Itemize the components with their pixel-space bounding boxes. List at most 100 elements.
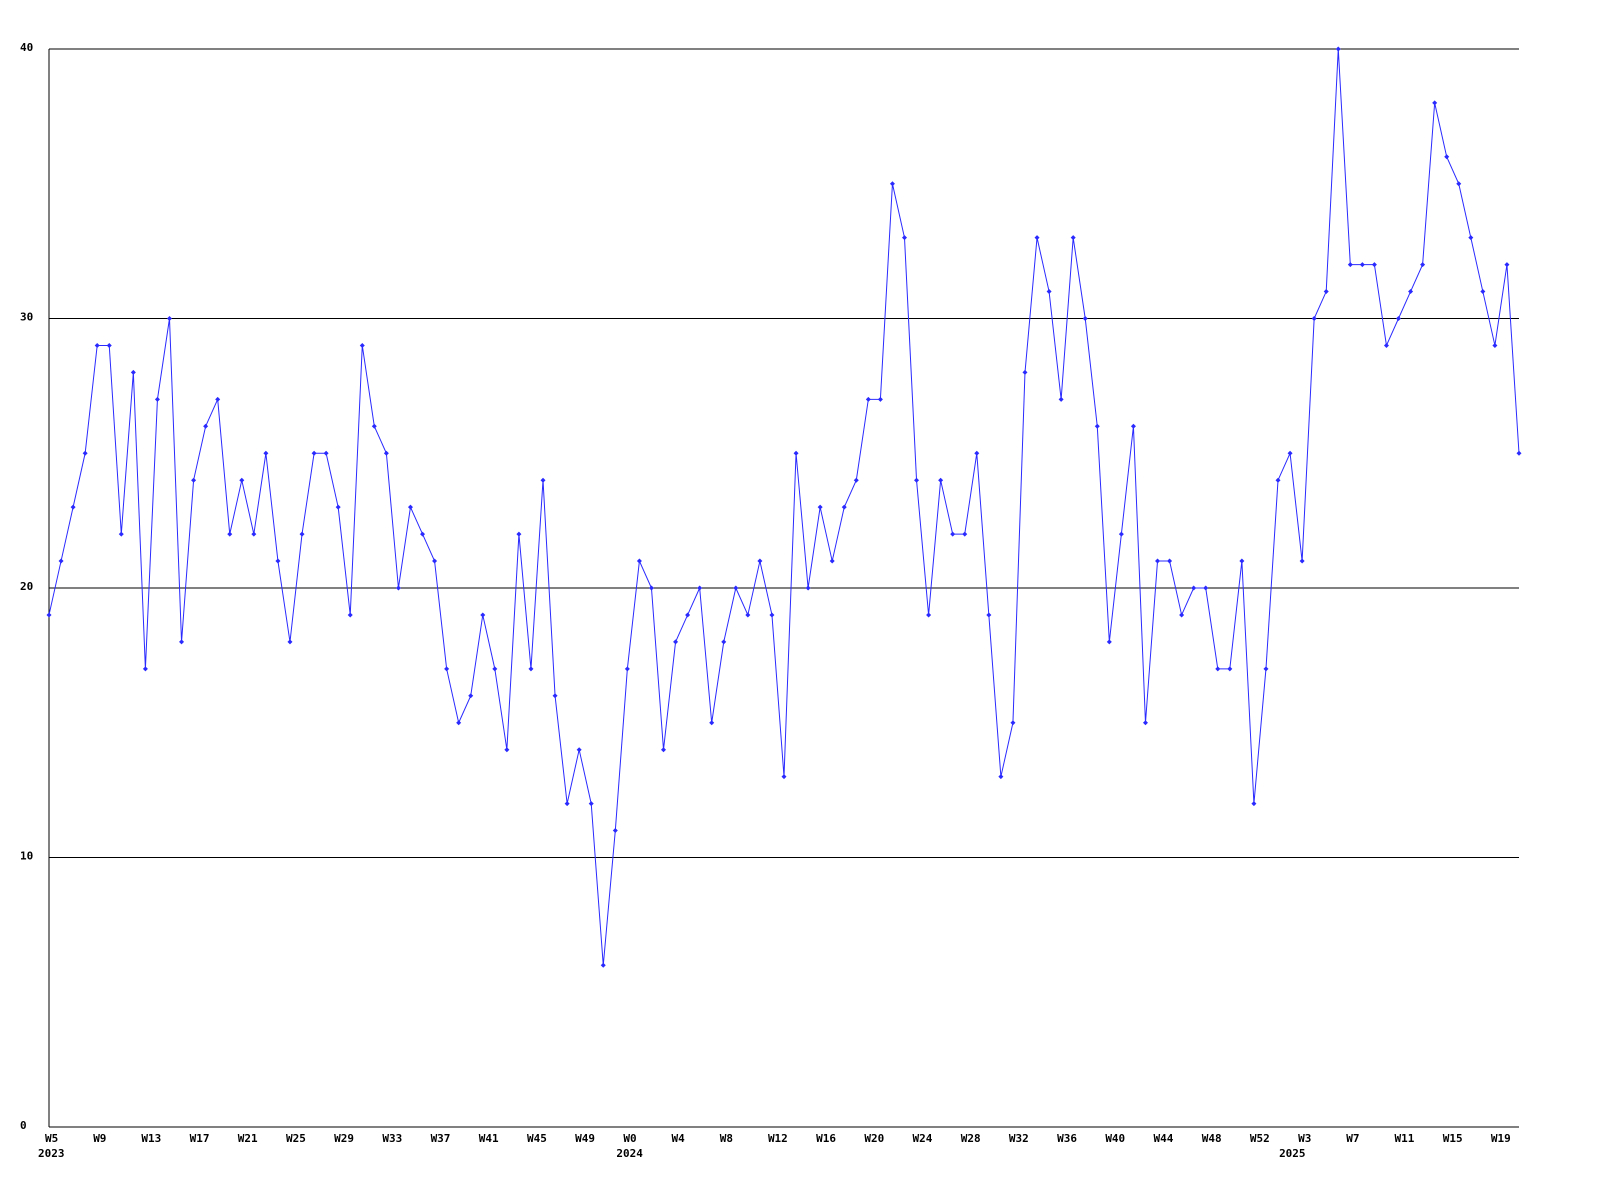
point-marker — [1191, 585, 1197, 591]
x-tick-label: W28 — [961, 1132, 981, 1145]
point-marker — [106, 342, 112, 348]
point-marker — [781, 774, 787, 780]
point-marker — [263, 450, 269, 456]
point-marker — [1046, 289, 1052, 295]
point-marker — [661, 747, 667, 753]
point-marker — [1444, 154, 1450, 160]
x-tick-label: W52 — [1250, 1132, 1270, 1145]
point-marker — [239, 477, 245, 483]
point-marker — [516, 531, 522, 537]
y-tick-label: 0 — [20, 1119, 27, 1132]
point-marker — [673, 639, 679, 645]
point-marker — [359, 342, 365, 348]
point-marker — [938, 477, 944, 483]
point-marker — [1227, 666, 1233, 672]
y-tick-label: 40 — [20, 41, 33, 54]
point-marker — [829, 558, 835, 564]
x-tick-label: W0 — [623, 1132, 636, 1145]
x-tick-label: W9 — [93, 1132, 106, 1145]
point-marker — [432, 558, 438, 564]
x-tick-label: W8 — [720, 1132, 733, 1145]
point-marker — [395, 585, 401, 591]
point-marker — [841, 504, 847, 510]
point-marker — [757, 558, 763, 564]
point-marker — [1167, 558, 1173, 564]
point-marker — [588, 801, 594, 807]
point-marker — [793, 450, 799, 456]
point-marker — [504, 747, 510, 753]
x-tick-label: W5 — [45, 1132, 58, 1145]
x-tick-label: W24 — [913, 1132, 933, 1145]
point-marker — [1094, 423, 1100, 429]
point-marker — [721, 639, 727, 645]
point-marker — [950, 531, 956, 537]
point-marker — [1022, 369, 1028, 375]
point-marker — [540, 477, 546, 483]
x-tick-label: W19 — [1491, 1132, 1511, 1145]
point-marker — [1155, 558, 1161, 564]
point-marker — [1299, 558, 1305, 564]
point-marker — [974, 450, 980, 456]
point-marker — [1516, 450, 1522, 456]
point-marker — [299, 531, 305, 537]
point-marker — [1203, 585, 1209, 591]
point-marker — [1275, 477, 1281, 483]
point-marker — [1432, 100, 1438, 106]
x-tick-label: W32 — [1009, 1132, 1029, 1145]
point-marker — [1263, 666, 1269, 672]
x-tick-label: W48 — [1202, 1132, 1222, 1145]
point-marker — [492, 666, 498, 672]
x-tick-label: W45 — [527, 1132, 547, 1145]
point-marker — [1323, 289, 1329, 295]
x-tick-label: W40 — [1105, 1132, 1125, 1145]
point-marker — [58, 558, 64, 564]
point-marker — [697, 585, 703, 591]
point-marker — [745, 612, 751, 618]
point-marker — [1287, 450, 1293, 456]
point-marker — [733, 585, 739, 591]
point-marker — [203, 423, 209, 429]
point-marker — [154, 396, 160, 402]
point-marker — [998, 774, 1004, 780]
point-marker — [552, 693, 558, 699]
point-marker — [480, 612, 486, 618]
point-marker — [347, 612, 353, 618]
x-tick-label: W29 — [334, 1132, 354, 1145]
point-marker — [648, 585, 654, 591]
point-marker — [865, 396, 871, 402]
point-marker — [323, 450, 329, 456]
point-marker — [612, 828, 618, 834]
point-marker — [1480, 289, 1486, 295]
point-marker — [179, 639, 185, 645]
point-marker — [986, 612, 992, 618]
point-marker — [685, 612, 691, 618]
x-tick-label: W7 — [1346, 1132, 1359, 1145]
x-tick-label: W17 — [190, 1132, 210, 1145]
point-marker — [275, 558, 281, 564]
point-marker — [311, 450, 317, 456]
point-marker — [1335, 46, 1341, 52]
point-marker — [901, 235, 907, 241]
point-marker — [82, 450, 88, 456]
point-marker — [1179, 612, 1185, 618]
x-tick-label: W36 — [1057, 1132, 1077, 1145]
x-tick-label: W33 — [382, 1132, 402, 1145]
x-tick-label: W20 — [864, 1132, 884, 1145]
point-marker — [805, 585, 811, 591]
point-marker — [853, 477, 859, 483]
point-marker — [94, 342, 100, 348]
point-marker — [251, 531, 257, 537]
x-tick-label: W3 — [1298, 1132, 1311, 1145]
y-tick-label: 20 — [20, 580, 33, 593]
point-marker — [1468, 235, 1474, 241]
point-marker — [636, 558, 642, 564]
x-tick-label: W13 — [141, 1132, 161, 1145]
point-marker — [1034, 235, 1040, 241]
point-marker — [191, 477, 197, 483]
point-marker — [769, 612, 775, 618]
x-tick-label: W11 — [1395, 1132, 1415, 1145]
point-marker — [962, 531, 968, 537]
point-marker — [1239, 558, 1245, 564]
